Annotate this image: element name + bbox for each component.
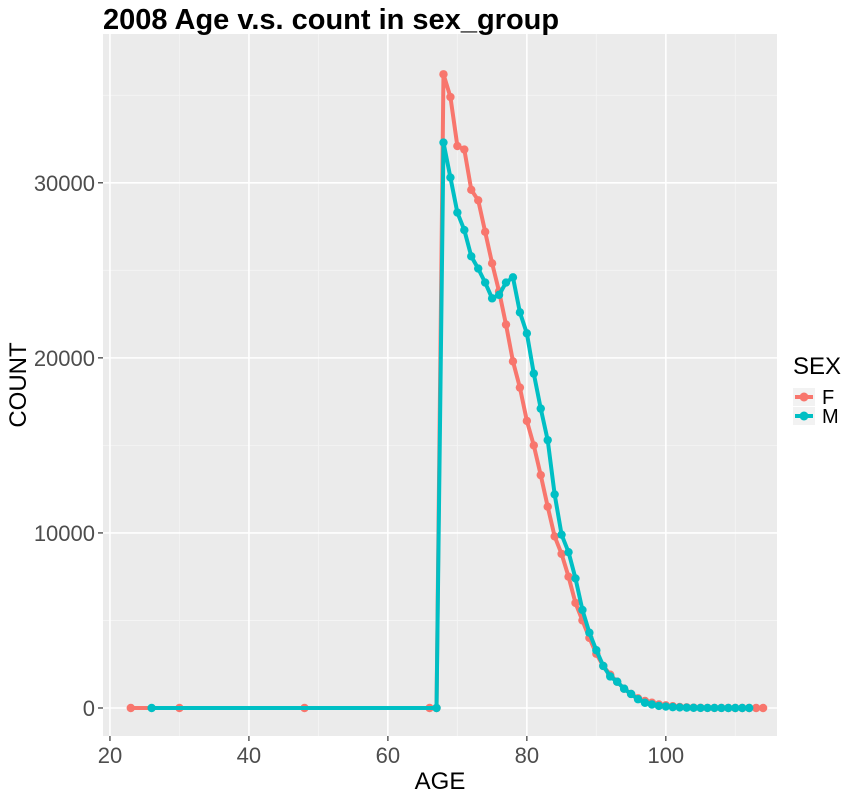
data-point-m <box>640 698 650 707</box>
legend-label-m: M <box>822 406 839 428</box>
data-point-f <box>508 357 518 366</box>
legend-key-point <box>799 411 809 421</box>
data-point-f <box>460 145 469 154</box>
data-point-f <box>439 70 448 79</box>
data-point-f <box>480 227 490 237</box>
data-point-f <box>487 259 497 268</box>
data-point-f <box>751 703 761 713</box>
legend-items: FM <box>793 387 839 428</box>
data-point-m <box>432 703 441 713</box>
y-tick-label: 0 <box>83 696 95 721</box>
data-point-f <box>564 572 573 581</box>
data-point-m <box>508 273 518 282</box>
data-point-m <box>606 672 615 681</box>
data-point-f <box>446 92 455 102</box>
data-point-f <box>550 532 559 541</box>
data-point-m <box>460 225 469 235</box>
data-point-f <box>522 416 532 426</box>
data-point-m <box>446 173 455 182</box>
data-point-m <box>494 290 504 300</box>
data-point-f <box>543 502 552 511</box>
series-layer <box>126 70 768 713</box>
data-point-f <box>536 470 545 480</box>
x-tick-label: 60 <box>376 743 400 768</box>
data-point-f <box>557 549 566 559</box>
data-point-m <box>696 703 705 713</box>
data-point-m <box>474 264 483 273</box>
y-tick-label: 10000 <box>34 521 95 546</box>
y-axis-title: COUNT <box>5 342 32 428</box>
data-point-m <box>578 605 587 615</box>
data-point-m <box>675 703 684 712</box>
data-point-m <box>529 369 539 378</box>
data-point-m <box>745 703 754 713</box>
y-tick-label: 20000 <box>34 346 95 371</box>
x-tick-label: 100 <box>647 743 684 768</box>
data-point-m <box>668 702 677 712</box>
data-point-f <box>758 703 768 713</box>
x-tick-label: 40 <box>237 743 261 768</box>
data-point-m <box>453 208 462 217</box>
data-point-f <box>474 196 483 205</box>
data-point-m <box>710 703 719 713</box>
x-tick-label: 20 <box>98 743 122 768</box>
data-point-m <box>585 628 594 637</box>
data-point-m <box>626 689 636 699</box>
data-point-m <box>724 703 733 713</box>
data-point-m <box>689 703 698 713</box>
data-point-f <box>453 141 462 151</box>
data-point-m <box>647 700 657 709</box>
x-axis: 20 40 60 80 100 <box>98 736 684 768</box>
y-tick-label: 30000 <box>34 171 95 196</box>
legend-label-f: F <box>822 387 834 409</box>
data-point-m <box>703 703 712 713</box>
data-point-m <box>571 574 580 583</box>
data-point-m <box>480 278 490 287</box>
data-point-m <box>654 701 664 711</box>
data-point-m <box>515 308 525 317</box>
legend-key-point <box>799 392 809 402</box>
y-axis: 0 10000 20000 30000 <box>34 171 103 721</box>
chart-title: 2008 Age v.s. count in sex_group <box>103 4 559 36</box>
data-point-m <box>550 490 559 499</box>
data-point-f <box>529 441 539 450</box>
data-point-m <box>487 294 497 303</box>
data-point-f <box>515 383 525 392</box>
data-point-m <box>147 703 156 713</box>
data-point-f <box>501 320 511 329</box>
data-point-m <box>738 703 747 713</box>
data-point-f <box>571 598 580 608</box>
data-point-m <box>501 278 511 287</box>
data-point-m <box>661 702 671 711</box>
data-point-m <box>612 677 622 686</box>
data-point-m <box>522 329 532 338</box>
data-point-m <box>599 661 608 671</box>
data-point-m <box>536 404 545 413</box>
data-point-m <box>543 435 552 445</box>
data-point-m <box>467 252 476 261</box>
legend: SEX FM <box>793 353 841 428</box>
x-tick-label: 80 <box>515 743 539 768</box>
grid-minor <box>103 34 777 736</box>
data-point-m <box>633 695 643 704</box>
data-point-m <box>564 547 573 557</box>
data-point-f <box>467 185 476 195</box>
data-point-m <box>557 530 566 539</box>
data-point-m <box>439 138 448 147</box>
data-point-m <box>717 703 726 713</box>
data-point-m <box>731 703 740 713</box>
data-point-m <box>682 703 691 712</box>
data-point-m <box>592 646 601 655</box>
data-point-f <box>126 703 135 713</box>
x-axis-title: AGE <box>415 768 466 795</box>
data-point-m <box>619 684 629 693</box>
legend-title: SEX <box>793 353 841 380</box>
